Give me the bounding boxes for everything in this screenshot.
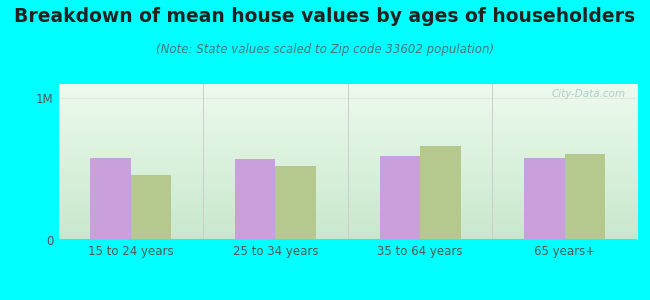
Bar [276, 166, 316, 240]
Text: (Note: State values scaled to Zip code 33602 population): (Note: State values scaled to Zip code 3… [156, 44, 494, 56]
Bar [235, 159, 276, 240]
Bar [420, 146, 461, 240]
Text: Breakdown of mean house values by ages of householders: Breakdown of mean house values by ages o… [14, 8, 636, 26]
Bar [90, 158, 131, 240]
Bar [131, 175, 172, 240]
Bar [524, 158, 565, 240]
Bar [565, 154, 605, 240]
Text: City-Data.com: City-Data.com [551, 89, 625, 99]
Bar [380, 156, 420, 240]
